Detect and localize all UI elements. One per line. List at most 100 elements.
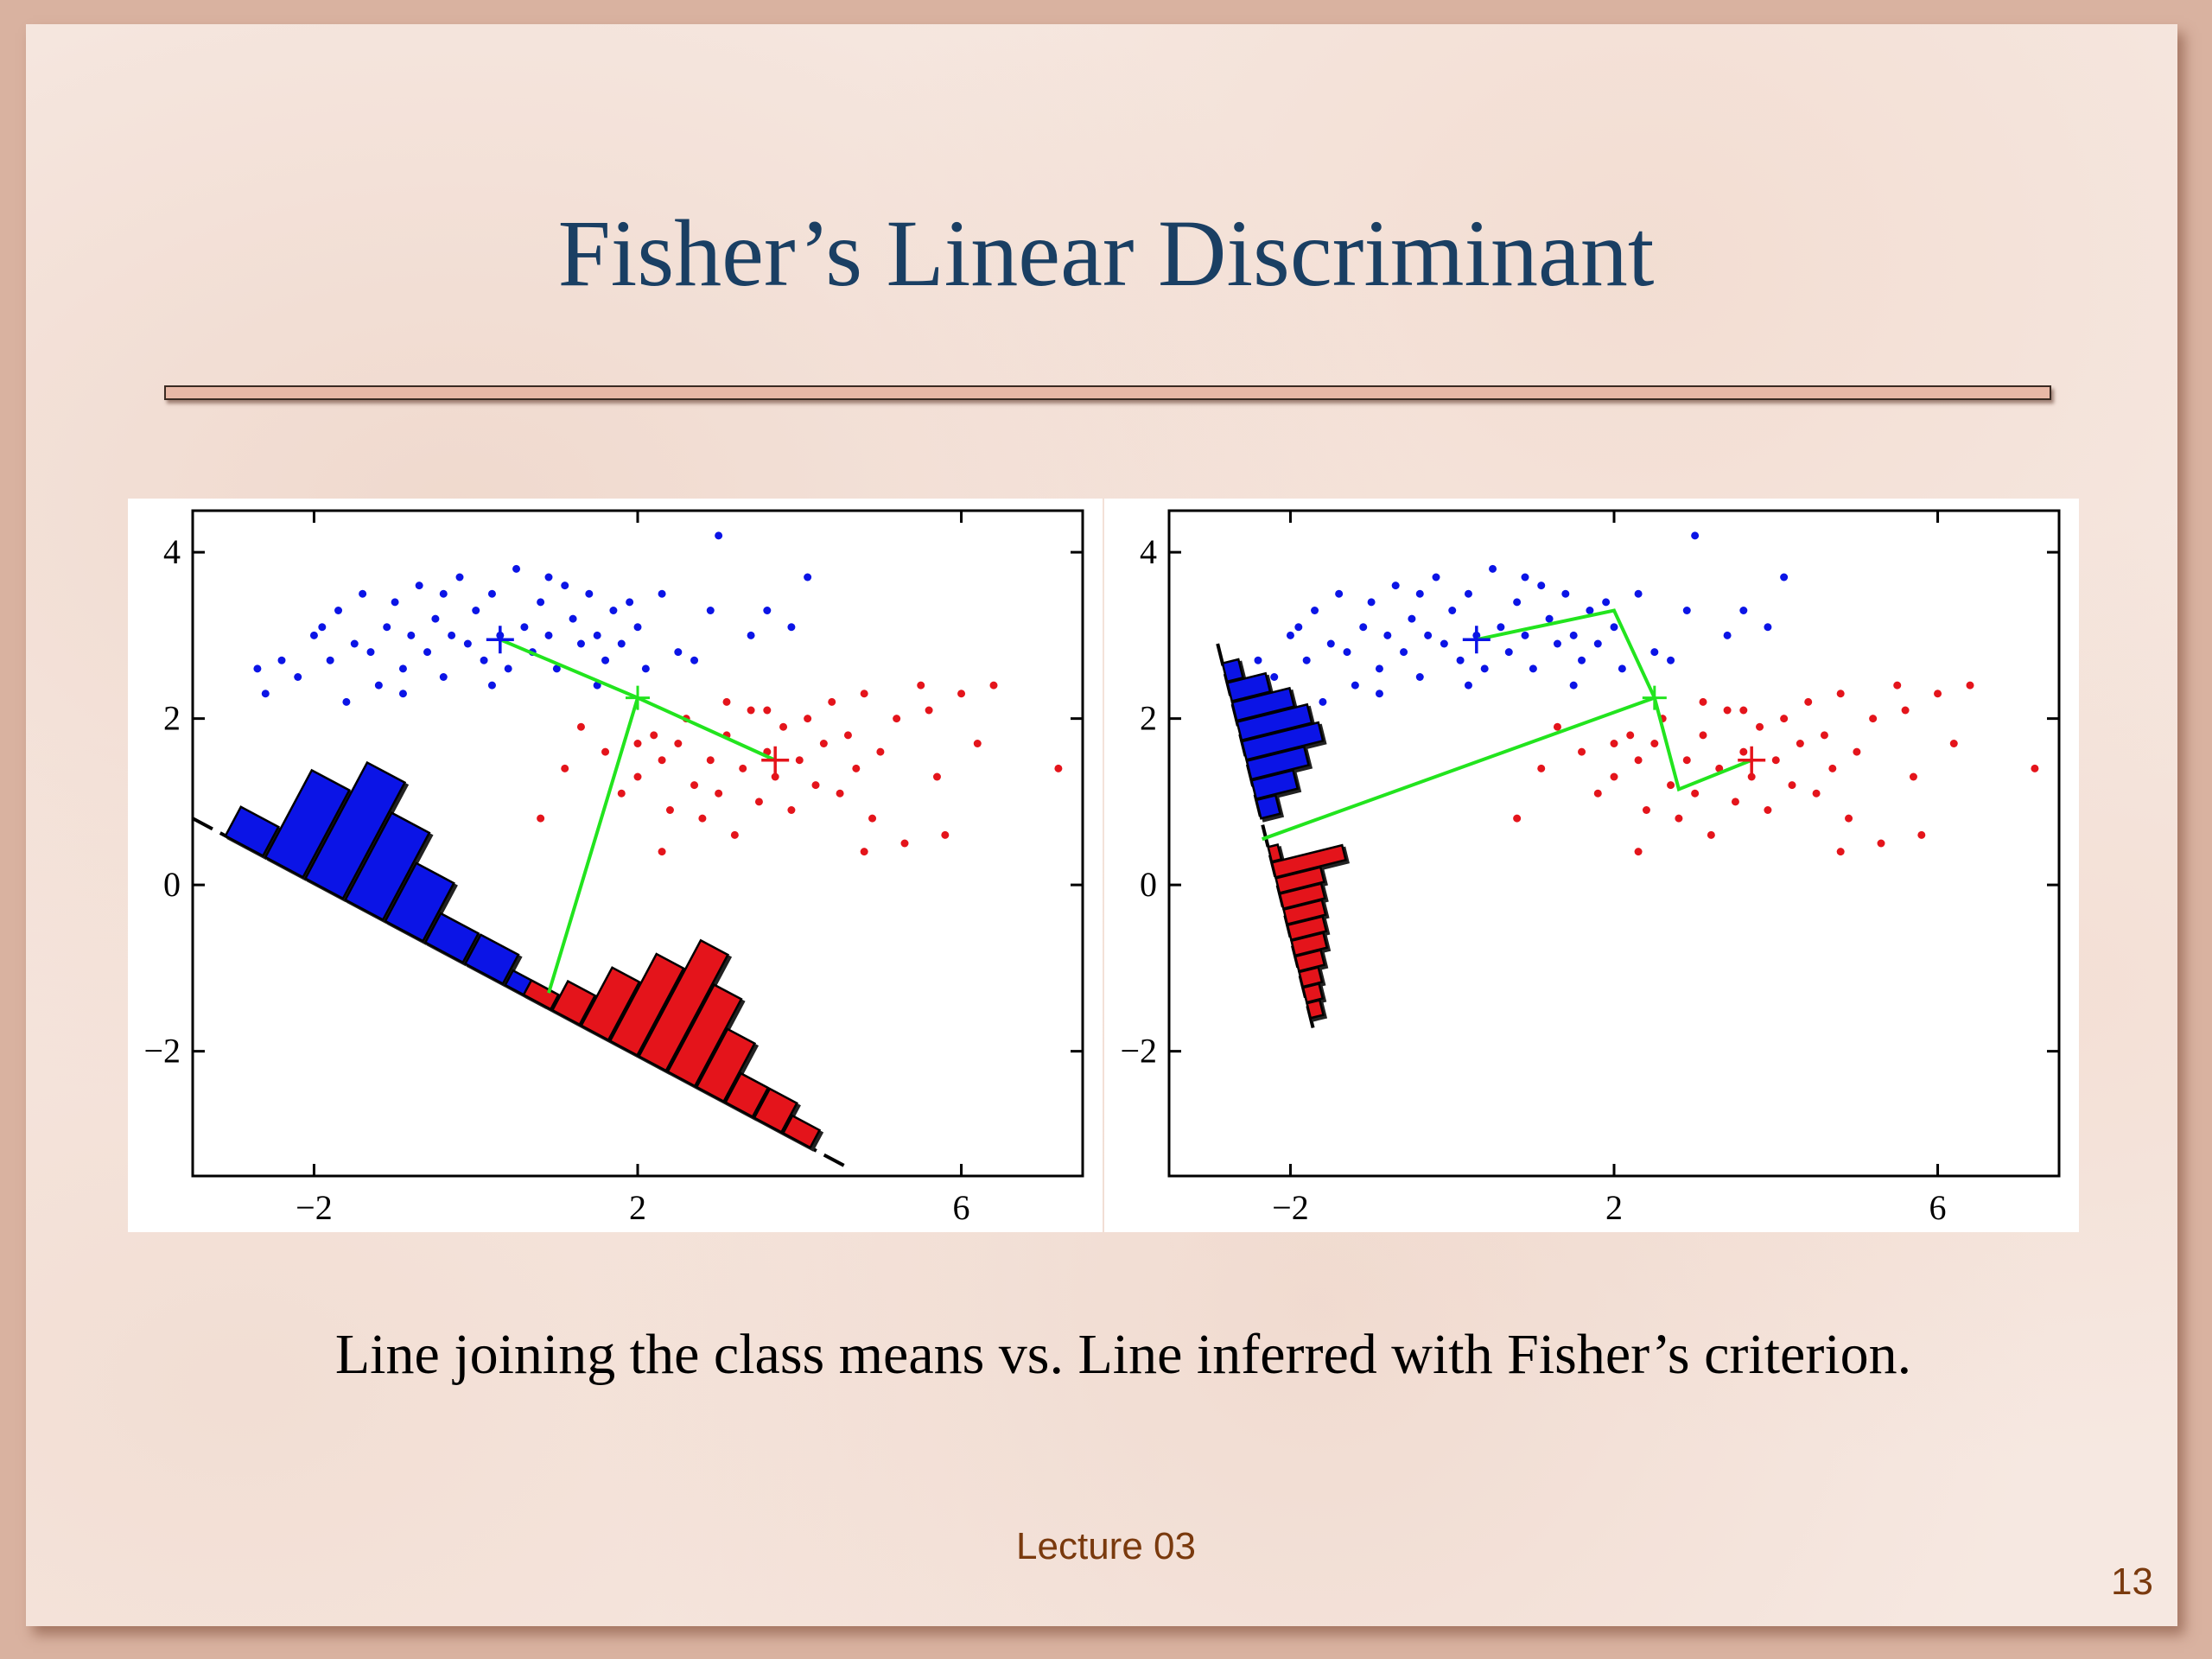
point-class1 <box>398 664 407 673</box>
x-tick-label: −2 <box>1272 1188 1309 1227</box>
histogram-bar <box>695 1027 757 1103</box>
histogram-bar <box>666 982 743 1088</box>
point-class1 <box>487 681 496 690</box>
point-class2 <box>763 706 772 715</box>
slide-caption: Line joining the class means vs. Line in… <box>334 1323 1912 1386</box>
point-class1 <box>407 631 416 639</box>
histogram-bar <box>1245 745 1311 781</box>
point-class2 <box>1739 706 1748 715</box>
histogram-bar <box>1286 915 1328 942</box>
point-class2 <box>1675 814 1683 823</box>
histogram-bar <box>1274 866 1325 894</box>
point-class1 <box>1553 639 1561 648</box>
point-class1 <box>261 690 270 698</box>
point-class1 <box>1335 589 1344 598</box>
point-class1 <box>1513 598 1522 607</box>
point-class1 <box>1408 614 1416 623</box>
point-class1 <box>1230 664 1238 673</box>
histogram-bar <box>723 1071 770 1119</box>
point-class2 <box>868 814 877 823</box>
histogram-bar <box>423 912 480 964</box>
point-class1 <box>512 564 521 573</box>
point-class1 <box>374 681 383 690</box>
point-class2 <box>690 781 699 790</box>
point-class1 <box>350 639 359 648</box>
point-class2 <box>674 740 683 747</box>
point-class1 <box>690 656 699 664</box>
point-class2 <box>754 798 763 806</box>
point-class1 <box>1618 664 1626 673</box>
point-class1 <box>1537 582 1546 590</box>
point-class1 <box>253 664 262 673</box>
histogram-bar <box>264 768 351 879</box>
point-class2 <box>1723 706 1732 715</box>
point-class1 <box>1497 623 1505 632</box>
class-mean-marker <box>761 746 790 774</box>
point-class1 <box>1359 623 1368 632</box>
point-class1 <box>1521 573 1529 582</box>
point-class2 <box>1788 781 1796 790</box>
point-class1 <box>391 598 399 607</box>
point-class2 <box>1739 747 1748 756</box>
point-class1 <box>641 664 650 673</box>
point-class2 <box>1764 806 1772 814</box>
point-class1 <box>439 673 448 681</box>
point-class1 <box>544 573 553 582</box>
point-class2 <box>860 848 868 856</box>
histogram-bar <box>1298 965 1324 988</box>
point-class1 <box>1682 607 1691 614</box>
histogram-bar <box>1267 842 1283 863</box>
point-class2 <box>1966 681 1974 690</box>
point-class2 <box>537 814 545 823</box>
point-class1 <box>366 648 375 657</box>
point-class2 <box>925 706 933 715</box>
point-class1 <box>1521 631 1529 639</box>
point-class2 <box>739 764 747 772</box>
class-mean-marker <box>1462 626 1491 654</box>
point-class1 <box>1415 673 1424 681</box>
point-class2 <box>576 722 585 731</box>
point-class1 <box>472 607 480 614</box>
histogram-bar <box>1236 702 1313 742</box>
point-class1 <box>633 623 642 632</box>
slide-title: Fisher’s Linear Discriminant <box>557 200 1655 306</box>
point-class1 <box>1691 531 1700 540</box>
point-class1 <box>1586 607 1594 614</box>
histogram-bar <box>463 933 520 986</box>
point-class2 <box>811 781 820 790</box>
histogram-bar <box>1282 899 1327 926</box>
point-class2 <box>1699 731 1707 740</box>
point-class1 <box>609 607 618 614</box>
point-class1 <box>747 631 755 639</box>
point-class1 <box>1739 607 1748 614</box>
histogram-bar <box>753 1087 798 1134</box>
histogram-bar <box>550 979 597 1027</box>
point-class1 <box>537 598 545 607</box>
point-class1 <box>448 631 456 639</box>
class-mean-marker <box>486 626 514 654</box>
point-class1 <box>1569 631 1578 639</box>
point-class1 <box>398 690 407 698</box>
x-tick-label: 6 <box>1929 1188 1947 1227</box>
point-class1 <box>431 614 440 623</box>
point-class1 <box>1545 614 1554 623</box>
point-class2 <box>1578 747 1586 756</box>
histogram-bar <box>1270 843 1347 879</box>
point-class2 <box>941 830 950 839</box>
histogram-bar <box>608 952 685 1058</box>
point-class1 <box>1780 573 1789 582</box>
point-class1 <box>593 631 601 639</box>
point-class2 <box>1626 731 1635 740</box>
point-class1 <box>334 607 343 614</box>
histogram-bar <box>344 811 431 922</box>
point-class1 <box>1667 656 1675 664</box>
point-class1 <box>309 631 318 639</box>
y-tick-label: 0 <box>1140 865 1157 904</box>
point-class2 <box>633 772 642 781</box>
x-tick-label: 6 <box>953 1188 970 1227</box>
point-class2 <box>828 697 836 706</box>
point-class2 <box>1901 706 1910 715</box>
point-class1 <box>787 623 796 632</box>
projection-segment <box>547 696 639 994</box>
x-tick-label: 2 <box>1605 1188 1623 1227</box>
